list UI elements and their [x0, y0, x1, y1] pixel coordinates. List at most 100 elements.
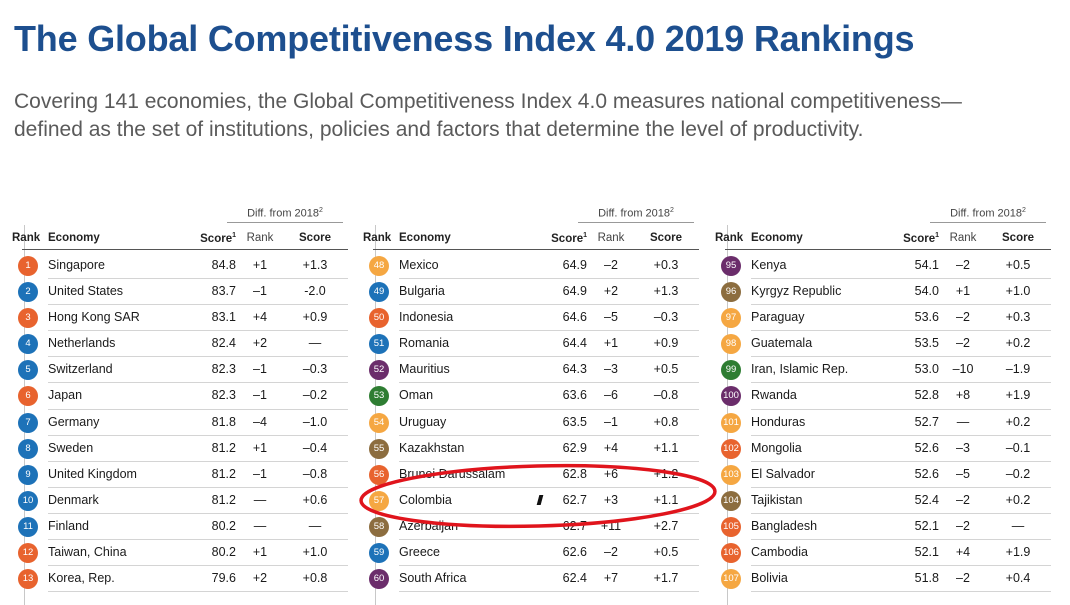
economy-cell: Uruguay — [399, 414, 447, 429]
score-cell: 51.8 — [914, 571, 939, 586]
score-cell: 80.2 — [211, 545, 236, 560]
score-diff-cell: –0.2 — [302, 388, 328, 403]
economy-cell: Kazakhstan — [399, 440, 465, 455]
rank-diff-cell: — — [956, 414, 970, 429]
rank-diff-cell: –6 — [604, 388, 618, 403]
rank-diff-cell: +7 — [603, 571, 619, 586]
score-cell: 81.8 — [211, 414, 236, 429]
rank-diff-cell: –1 — [253, 284, 267, 299]
rank-badge: 56 — [369, 464, 389, 485]
economy-cell: South Africa — [399, 571, 467, 586]
economy-cell: Bulgaria — [399, 284, 445, 299]
economy-cell: Honduras — [751, 414, 806, 429]
economy-cell: El Salvador — [751, 466, 815, 481]
score-cell: 53.0 — [914, 362, 939, 377]
score-cell: 52.6 — [914, 440, 939, 455]
rank-badge: 51 — [369, 334, 389, 355]
table-row: 54 Uruguay 63.5 –1 +0.8 — [363, 410, 699, 436]
header-score: Score1 — [903, 232, 939, 245]
rank-diff-cell: –1 — [253, 388, 267, 403]
score-diff-cell: –0.3 — [302, 362, 328, 377]
header-score-diff: Score — [650, 232, 682, 244]
economy-cell: Rwanda — [751, 388, 797, 403]
economy-cell: Bangladesh — [751, 518, 818, 533]
economy-cell: Japan — [48, 388, 83, 403]
rank-diff-cell: –1 — [253, 362, 267, 377]
score-diff-cell: +0.5 — [653, 362, 679, 377]
score-diff-cell: –0.4 — [302, 440, 328, 455]
rank-diff-cell: +4 — [252, 310, 268, 325]
header-rank-diff: Rank — [246, 232, 274, 244]
rank-diff-cell: –3 — [604, 362, 618, 377]
table-body: 95 Kenya 54.1 –2 +0.5 96 Kyrgyz Republic 54.0 +1… — [715, 253, 1051, 593]
score-diff-cell: +0.2 — [1005, 492, 1031, 507]
table-row: 2 United States 83.7 –1 -2.0 — [12, 279, 348, 306]
table-header: Rank Economy Score1 Rank Score — [715, 232, 1051, 250]
economy-cell: Paraguay — [751, 310, 805, 325]
economy-cell: Cambodia — [751, 545, 808, 560]
header-score-diff: Score — [1002, 232, 1034, 244]
table-row: 10 Denmark 81.2 — +0.6 — [12, 488, 348, 515]
economy-cell: Iran, Islamic Rep. — [751, 362, 849, 377]
header-economy: Economy — [751, 232, 803, 244]
header-score: Score1 — [551, 232, 587, 245]
economy-cell: Oman — [399, 388, 434, 403]
table-row: 11 Finland 80.2 — — — [12, 514, 348, 541]
score-cell: 62.8 — [562, 466, 587, 481]
economy-cell: Finland — [48, 518, 89, 533]
rank-diff-cell: +1 — [603, 336, 619, 351]
score-diff-cell: –1.0 — [302, 414, 328, 429]
rank-badge: 98 — [721, 334, 741, 355]
score-diff-cell: — — [308, 336, 322, 351]
rankings-column-2: Diff. from 20182 Rank Economy Score1 Ran… — [363, 205, 699, 605]
table-row: 104 Tajikistan 52.4 –2 +0.2 — [715, 488, 1051, 515]
score-cell: 54.0 — [914, 284, 939, 299]
table-row: 107 Bolivia 51.8 –2 +0.4 — [715, 566, 1051, 593]
rank-diff-cell: +2 — [252, 336, 268, 351]
economy-cell: Mongolia — [751, 440, 802, 455]
score-cell: 64.9 — [562, 258, 587, 272]
rank-diff-cell: — — [253, 518, 267, 533]
score-diff-cell: +1.1 — [653, 492, 679, 507]
economy-cell: Hong Kong SAR — [48, 310, 140, 325]
rank-badge: 59 — [369, 543, 389, 564]
rank-diff-cell: +6 — [603, 466, 619, 481]
rank-badge: 58 — [369, 516, 389, 537]
rank-badge: 107 — [721, 569, 741, 590]
rank-diff-cell: +8 — [955, 388, 971, 403]
score-diff-cell: +0.6 — [302, 492, 328, 507]
score-diff-cell: +0.5 — [653, 545, 679, 560]
header-score-diff: Score — [299, 232, 331, 244]
rank-badge: 106 — [721, 543, 741, 564]
score-diff-cell: — — [1011, 518, 1025, 533]
rank-diff-cell: –2 — [604, 545, 618, 560]
rank-diff-cell: –5 — [604, 310, 618, 325]
score-diff-cell: +1.3 — [302, 258, 328, 272]
score-diff-cell: +0.8 — [302, 571, 328, 586]
rank-badge: 7 — [18, 412, 38, 433]
score-cell: 52.1 — [914, 518, 939, 533]
score-cell: 81.2 — [211, 466, 236, 481]
score-cell: 64.3 — [562, 362, 587, 377]
score-cell: 62.4 — [562, 571, 587, 586]
rank-diff-cell: +1 — [252, 258, 268, 272]
table-row: 8 Sweden 81.2 +1 –0.4 — [12, 436, 348, 462]
diff-header: Diff. from 20182 — [578, 207, 694, 223]
economy-cell: Denmark — [48, 492, 99, 507]
score-cell: 53.5 — [914, 336, 939, 351]
rank-badge: 12 — [18, 543, 38, 564]
table-row: 53 Oman 63.6 –6 –0.8 — [363, 383, 699, 410]
rank-diff-cell: +1 — [955, 284, 971, 299]
page-title: The Global Competitiveness Index 4.0 201… — [14, 18, 915, 59]
rank-diff-cell: +4 — [955, 545, 971, 560]
economy-cell: Indonesia — [399, 310, 454, 325]
score-diff-cell: +1.9 — [1005, 545, 1031, 560]
rank-badge: 95 — [721, 256, 741, 276]
header-score: Score1 — [200, 232, 236, 245]
score-diff-cell: +2.7 — [653, 518, 679, 533]
rank-diff-cell: –10 — [952, 362, 974, 377]
score-cell: 62.7 — [562, 492, 587, 507]
rank-badge: 96 — [721, 282, 741, 303]
rank-diff-cell: –4 — [253, 414, 267, 429]
rank-diff-cell: –1 — [253, 466, 267, 481]
